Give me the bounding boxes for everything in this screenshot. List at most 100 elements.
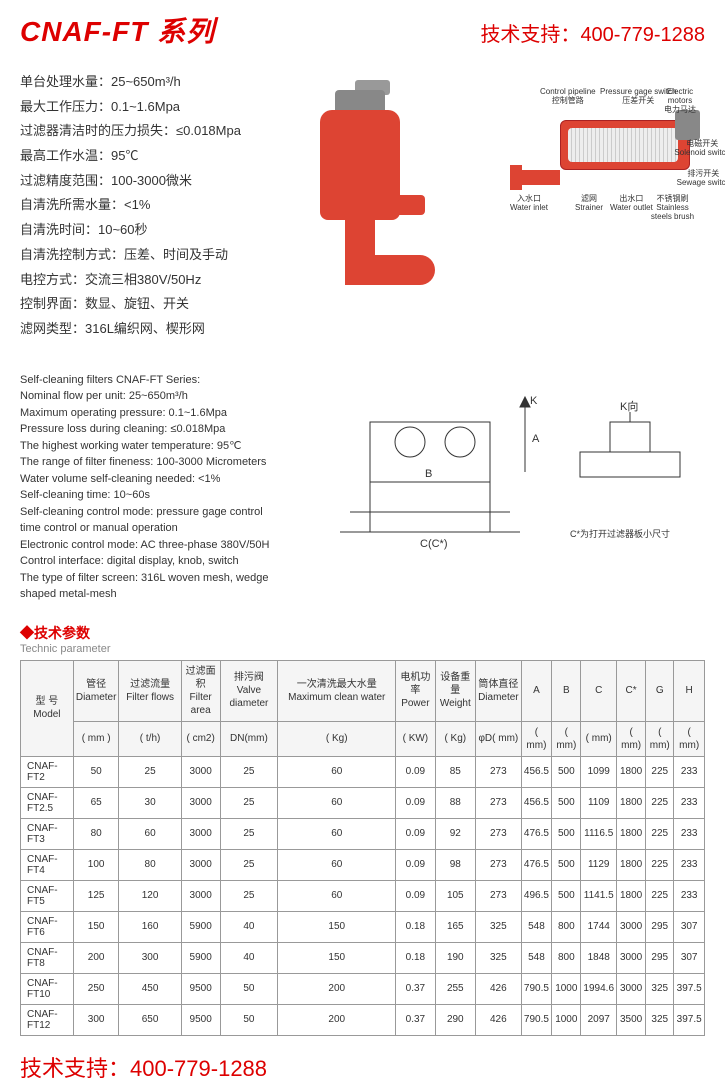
support-label: 技术支持： bbox=[480, 24, 580, 46]
table-cell: 225 bbox=[646, 756, 674, 787]
specs-en: Self-cleaning filters CNAF-FT Series: No… bbox=[20, 372, 310, 603]
table-cell: 80 bbox=[73, 818, 119, 849]
filter-flange-shape bbox=[395, 195, 425, 215]
table-cell: 88 bbox=[435, 787, 476, 818]
footer-support-label: 技术支持： bbox=[20, 1056, 130, 1081]
spec-line: 电控方式：交流三相380V/50Hz bbox=[20, 268, 300, 293]
table-cell: 3000 bbox=[617, 911, 646, 942]
spec-line: 最大工作压力：0.1~1.6Mpa bbox=[20, 95, 300, 120]
table-cell: 548 bbox=[521, 911, 552, 942]
table-cell: 3000 bbox=[181, 880, 220, 911]
table-row: CNAF-FT102504509500502000.37255426790.51… bbox=[21, 973, 705, 1004]
table-cell: 1800 bbox=[617, 849, 646, 880]
spec-en-line: The highest working water temperature: 9… bbox=[20, 438, 310, 455]
table-cell: 800 bbox=[552, 942, 581, 973]
col-unit: ( mm) bbox=[552, 721, 581, 756]
table-cell: 40 bbox=[220, 942, 278, 973]
table-cell: CNAF-FT10 bbox=[21, 973, 74, 1004]
table-cell: 150 bbox=[73, 911, 119, 942]
table-row: CNAF-FT61501605900401500.181653255488001… bbox=[21, 911, 705, 942]
table-cell: 3000 bbox=[181, 787, 220, 818]
technical-drawing: A B C(C*) K K向 C*为打开过滤器板小尺寸 bbox=[310, 362, 705, 562]
col-header: 电机功率Power bbox=[396, 660, 435, 721]
footer-support: 技术支持：400-779-1288 bbox=[20, 1051, 705, 1083]
table-cell: 65 bbox=[73, 787, 119, 818]
svg-text:B: B bbox=[425, 468, 432, 480]
table-cell: CNAF-FT2.5 bbox=[21, 787, 74, 818]
spec-line: 滤网类型：316L编织网、楔形网 bbox=[20, 317, 300, 342]
table-cell: 190 bbox=[435, 942, 476, 973]
support-phone: 400-779-1288 bbox=[580, 24, 705, 46]
spec-en-line: Maximum operating pressure: 0.1~1.6Mpa bbox=[20, 405, 310, 422]
table-cell: CNAF-FT8 bbox=[21, 942, 74, 973]
col-header: 排污阀Valve diameter bbox=[220, 660, 278, 721]
table-cell: 1800 bbox=[617, 756, 646, 787]
col-header: 一次清洗最大水量 Maximum clean water bbox=[278, 660, 396, 721]
table-cell: 60 bbox=[278, 849, 396, 880]
product-image bbox=[300, 70, 500, 310]
table-cell: 50 bbox=[73, 756, 119, 787]
table-cell: 25 bbox=[220, 787, 278, 818]
col-header: 过滤流量 Filter flows bbox=[119, 660, 181, 721]
table-cell: 233 bbox=[674, 787, 705, 818]
svg-text:C*为打开过滤器板小尺寸: C*为打开过滤器板小尺寸 bbox=[570, 528, 670, 539]
table-cell: 325 bbox=[476, 942, 522, 973]
table-cell: CNAF-FT6 bbox=[21, 911, 74, 942]
unit-row: ( mm )( t/h)( cm2)DN(mm)( Kg)( KW)( Kg)φ… bbox=[21, 721, 705, 756]
table-cell: 25 bbox=[220, 880, 278, 911]
table-cell: 496.5 bbox=[521, 880, 552, 911]
label-steel-brush: 不锈钢刷Stainless steels brush bbox=[645, 195, 700, 221]
diag-motor-shape bbox=[675, 110, 700, 140]
table-cell: 397.5 bbox=[674, 973, 705, 1004]
table-cell: 165 bbox=[435, 911, 476, 942]
table-cell: 0.09 bbox=[396, 880, 435, 911]
mid-section: Self-cleaning filters CNAF-FT Series: No… bbox=[20, 362, 705, 603]
table-cell: 1129 bbox=[581, 849, 617, 880]
table-cell: 98 bbox=[435, 849, 476, 880]
spec-en-line: Electronic control mode: AC three-phase … bbox=[20, 537, 310, 554]
table-cell: 500 bbox=[552, 756, 581, 787]
table-cell: CNAF-FT3 bbox=[21, 818, 74, 849]
table-cell: 3000 bbox=[617, 973, 646, 1004]
table-cell: 307 bbox=[674, 942, 705, 973]
table-cell: 92 bbox=[435, 818, 476, 849]
spec-en-line: The range of filter fineness: 100-3000 M… bbox=[20, 454, 310, 471]
filter-elbow-shape bbox=[345, 255, 435, 285]
spec-en-line: Self-cleaning time: 10~60s bbox=[20, 487, 310, 504]
label-water-inlet: 入水口Water inlet bbox=[510, 195, 548, 213]
table-cell: 1000 bbox=[552, 973, 581, 1004]
table-cell: 500 bbox=[552, 880, 581, 911]
col-header: C bbox=[581, 660, 617, 721]
title-main: CNAF-FT 系列 bbox=[20, 10, 215, 50]
spec-en-line: The type of filter screen: 316L woven me… bbox=[20, 570, 310, 587]
table-cell: 9500 bbox=[181, 1004, 220, 1035]
spec-line: 自清洗所需水量：<1% bbox=[20, 193, 300, 218]
spec-line: 最高工作水温：95℃ bbox=[20, 144, 300, 169]
table-cell: 790.5 bbox=[521, 973, 552, 1004]
table-cell: 2097 bbox=[581, 1004, 617, 1035]
table-cell: 125 bbox=[73, 880, 119, 911]
table-cell: 150 bbox=[278, 911, 396, 942]
table-cell: 3000 bbox=[181, 818, 220, 849]
table-cell: 500 bbox=[552, 818, 581, 849]
table-row: CNAF-FT410080300025600.0998273476.550011… bbox=[21, 849, 705, 880]
table-cell: 1116.5 bbox=[581, 818, 617, 849]
header-row: 型 号Model管径Diameter过滤流量 Filter flows过滤面积F… bbox=[21, 660, 705, 721]
col-unit: ( mm) bbox=[646, 721, 674, 756]
table-cell: 500 bbox=[552, 849, 581, 880]
table-cell: 290 bbox=[435, 1004, 476, 1035]
table-cell: 160 bbox=[119, 911, 181, 942]
table-cell: 295 bbox=[646, 942, 674, 973]
col-unit: ( mm) bbox=[617, 721, 646, 756]
table-cell: 273 bbox=[476, 880, 522, 911]
table-cell: 5900 bbox=[181, 911, 220, 942]
spec-en-line: Water volume self-cleaning needed: <1% bbox=[20, 471, 310, 488]
table-cell: 250 bbox=[73, 973, 119, 1004]
svg-text:C(C*): C(C*) bbox=[420, 538, 448, 550]
col-header: 型 号Model bbox=[21, 660, 74, 756]
table-cell: 233 bbox=[674, 880, 705, 911]
table-cell: 225 bbox=[646, 849, 674, 880]
col-unit: DN(mm) bbox=[220, 721, 278, 756]
table-cell: 150 bbox=[278, 942, 396, 973]
table-cell: 476.5 bbox=[521, 849, 552, 880]
